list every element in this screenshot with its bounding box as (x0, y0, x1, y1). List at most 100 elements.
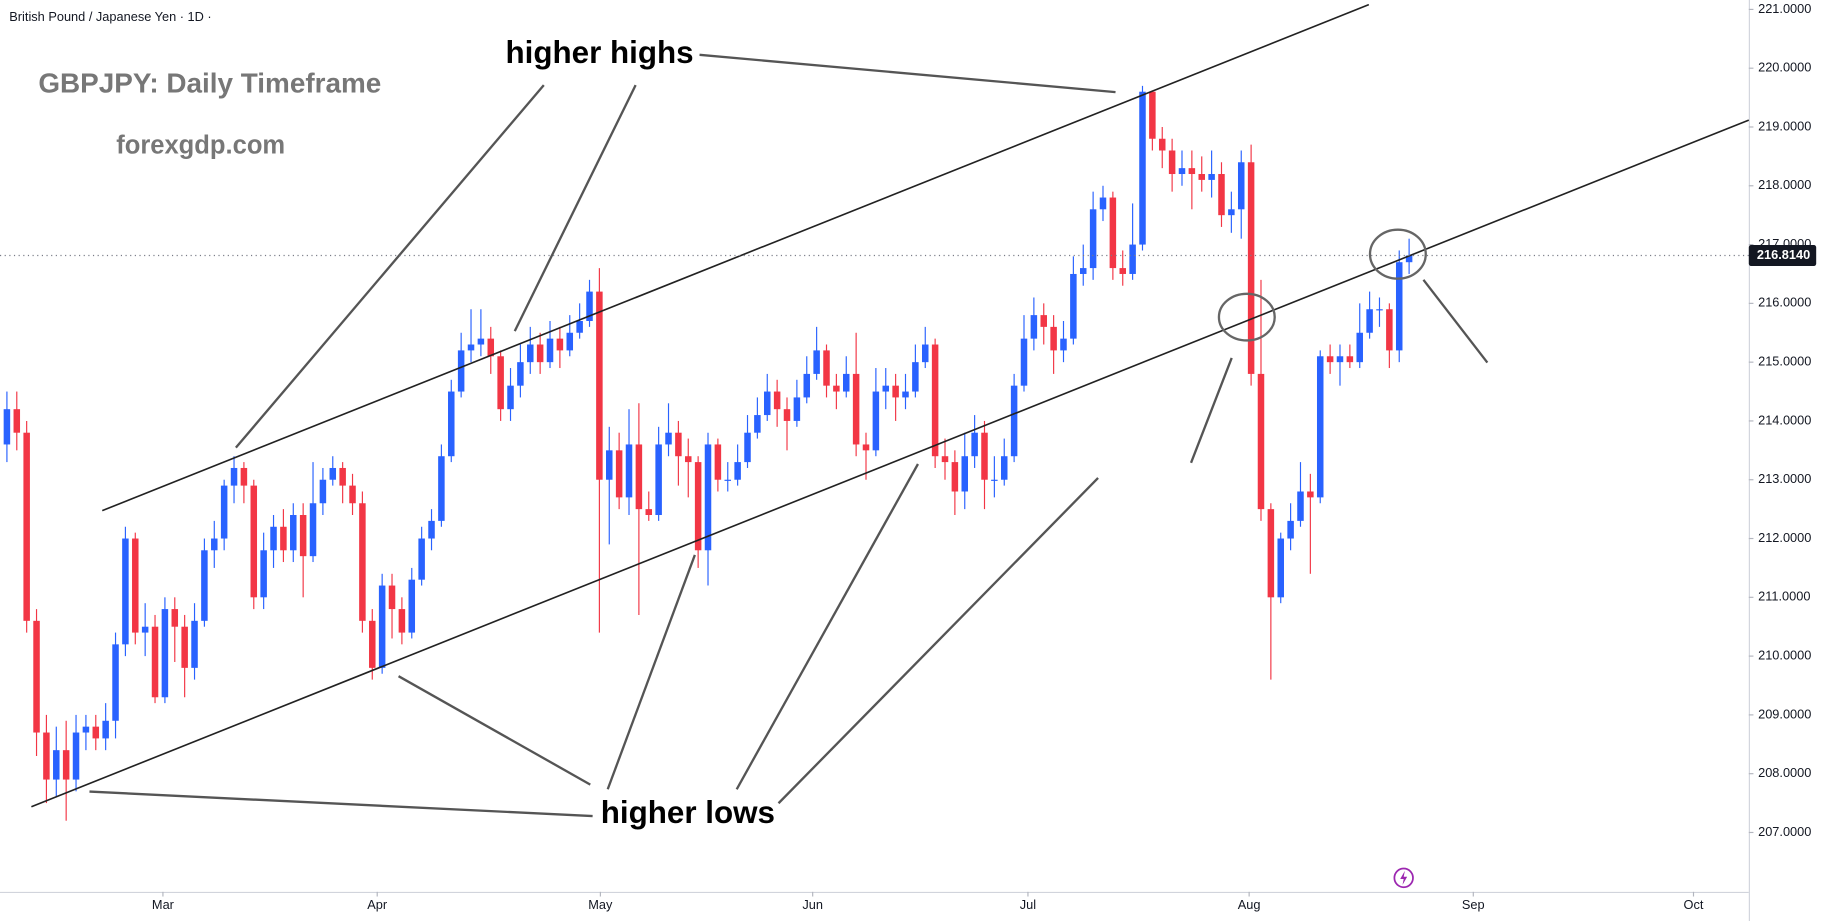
last-price-box (1748, 245, 1817, 266)
y-tick-label: 215.0000 (1758, 354, 1811, 369)
candle-body (754, 415, 761, 433)
candle-body (112, 644, 119, 721)
pointer-line (699, 53, 1116, 94)
candle-body (211, 538, 218, 551)
candle-body (606, 450, 613, 480)
pointer-line (234, 84, 545, 449)
candle-body (43, 732, 50, 780)
candle-body (665, 432, 672, 445)
candle-body (309, 503, 317, 557)
candle-body (596, 291, 603, 480)
candle-body (1277, 538, 1284, 598)
alert-icon[interactable] (1393, 867, 1414, 889)
candle-body (527, 344, 534, 363)
candle-body (408, 579, 416, 633)
pointer-line (1189, 357, 1233, 464)
candle-body (53, 750, 60, 780)
candle-body (764, 391, 771, 416)
candle-body (714, 444, 722, 480)
candle-body (981, 432, 988, 480)
candle-body (359, 503, 366, 621)
candle-body (675, 432, 682, 457)
candle-body (1149, 91, 1156, 139)
candle-body (1099, 197, 1107, 210)
candle-body (1089, 209, 1097, 269)
y-tick-label: 210.0000 (1758, 647, 1811, 662)
candle-body (339, 467, 346, 486)
candle-body (388, 585, 396, 610)
y-tick-label: 212.0000 (1758, 530, 1811, 545)
candle-body (23, 432, 30, 621)
candle-body (1376, 309, 1383, 311)
candle-body (33, 620, 40, 733)
candle-body (181, 626, 188, 668)
candle-body (1316, 356, 1324, 498)
candle-body (1119, 268, 1126, 274)
candle-body (507, 385, 514, 410)
pointer-line (606, 554, 696, 790)
candle-body (240, 467, 248, 486)
candle-body (1020, 338, 1028, 386)
candle-body (467, 344, 475, 351)
candle-body (3, 409, 11, 445)
candle-body (1030, 315, 1038, 339)
candle-body (349, 485, 356, 504)
candle-body (655, 444, 662, 516)
candle-body (803, 373, 811, 398)
candle-body (161, 609, 169, 698)
candle-body (1356, 332, 1363, 363)
chart-subtitle: forexgdp.com (116, 132, 285, 160)
candle-body (586, 291, 593, 321)
candle-body (141, 626, 149, 633)
candle-body (556, 338, 564, 351)
candle-body (1287, 520, 1294, 539)
candle-body (931, 344, 939, 457)
pointer-line (735, 463, 919, 790)
y-tick-label: 211.0000 (1758, 589, 1810, 604)
candle-body (744, 432, 751, 463)
candle-body (734, 462, 741, 480)
x-tick-label: Mar (152, 897, 175, 912)
candle-body (1237, 162, 1245, 210)
candle-body (201, 550, 208, 621)
candle-body (72, 732, 80, 780)
candle-body (230, 467, 238, 486)
candle-body (1139, 91, 1146, 245)
candle-body (862, 444, 870, 451)
y-tick-label: 219.0000 (1758, 118, 1811, 133)
candle-body (1346, 356, 1354, 363)
candle-body (319, 479, 327, 504)
candle-body (1168, 150, 1176, 175)
candle-body (1188, 168, 1196, 175)
candle-body (378, 585, 386, 668)
candle-body (971, 432, 978, 457)
x-tick-label: Sep (1462, 897, 1485, 912)
candle-body (1386, 309, 1393, 351)
upper-trendline (101, 3, 1370, 512)
candle-body (635, 444, 643, 510)
candle-body (1257, 373, 1265, 510)
symbol-legend: British Pound / Japanese Yen · 1D · (9, 9, 211, 24)
candle-body (961, 456, 969, 492)
candle-body (1228, 209, 1235, 216)
candle-body (250, 485, 258, 598)
candle-body (536, 344, 544, 363)
candle-body (260, 550, 267, 598)
candle-body (270, 526, 277, 551)
annotation: higher lows (601, 795, 775, 830)
candle-body (290, 515, 297, 551)
candle-body (1079, 268, 1087, 274)
y-tick-label: 214.0000 (1758, 412, 1811, 427)
candle-body (1218, 174, 1225, 216)
pointer-line (777, 477, 1099, 805)
candle-body (902, 391, 909, 398)
candle-body (1129, 244, 1136, 274)
candle-body (843, 373, 850, 392)
highlight-circle (1217, 292, 1276, 342)
candle-body (576, 320, 583, 333)
y-tick-label: 208.0000 (1758, 765, 1811, 780)
candle-body (1040, 315, 1048, 327)
y-tick-label: 220.0000 (1758, 60, 1811, 75)
alert-bolt (1400, 870, 1408, 885)
candle-body (102, 720, 109, 739)
